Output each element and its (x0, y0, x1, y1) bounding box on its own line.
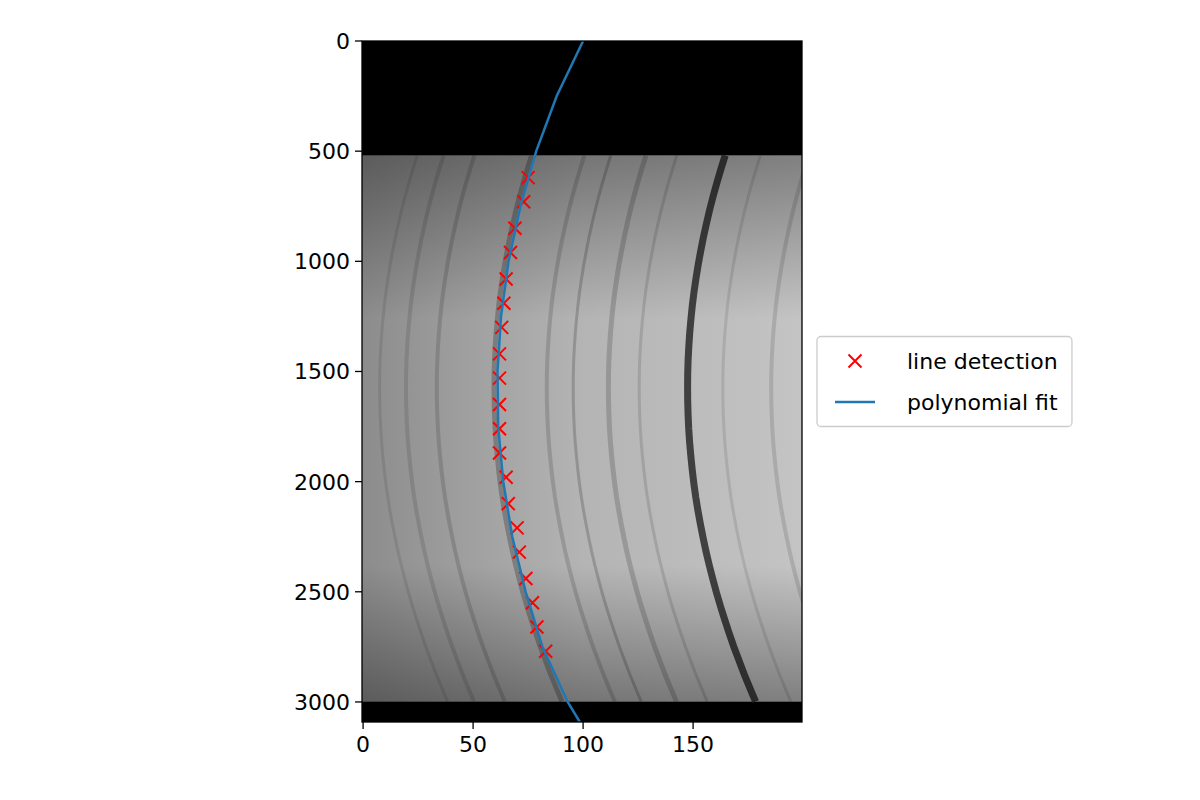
x-tick (472, 722, 473, 729)
y-tick (355, 151, 362, 152)
legend-label: line detection (907, 349, 1058, 374)
image-background (362, 41, 802, 722)
legend-label: polynomial fit (907, 390, 1058, 415)
x-tick-label: 150 (672, 732, 714, 757)
y-tick (355, 371, 362, 372)
x-tick-label: 100 (562, 732, 604, 757)
image-shade (362, 155, 802, 701)
marker (493, 372, 506, 385)
y-tick-label: 0 (336, 29, 350, 54)
fit-line (498, 41, 584, 722)
y-tick (355, 40, 362, 41)
y-tick-label: 2000 (294, 470, 350, 495)
y-tick (355, 701, 362, 702)
legend-line (835, 401, 875, 404)
x-tick-label: 0 (356, 732, 370, 757)
data-layer (493, 41, 583, 722)
y-tick (355, 261, 362, 262)
image-lit (362, 155, 802, 701)
x-tick (692, 722, 693, 729)
legend: line detection polynomial fit (817, 337, 1072, 427)
frame (362, 41, 802, 722)
x-tick-label: 50 (459, 732, 487, 757)
y-tick-label: 500 (308, 139, 350, 164)
y-tick (355, 591, 362, 592)
chart: 050100150050010001500200025003000line de… (0, 0, 1200, 800)
marker (493, 398, 506, 411)
y-tick-label: 3000 (294, 690, 350, 715)
image-dark (362, 41, 802, 722)
y-tick (355, 481, 362, 482)
y-tick-label: 2500 (294, 580, 350, 605)
x-tick (362, 722, 363, 729)
legend-marker (849, 355, 862, 368)
y-tick-label: 1500 (294, 359, 350, 384)
legend-box (817, 337, 1072, 427)
y-tick-label: 1000 (294, 249, 350, 274)
x-tick (582, 722, 583, 729)
